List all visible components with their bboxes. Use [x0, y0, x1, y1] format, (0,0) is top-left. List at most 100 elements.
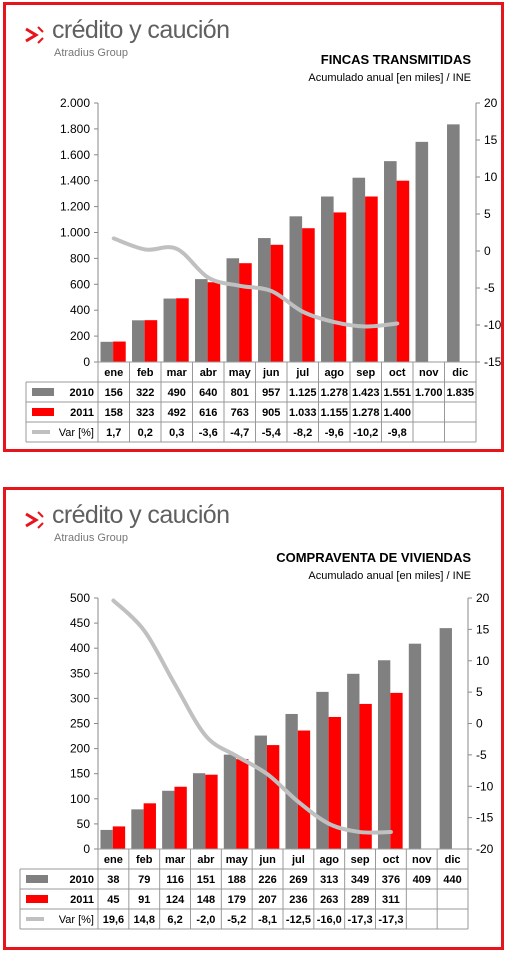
data-label-2011-ene: 45: [107, 894, 119, 906]
legend-swatch-2011: [26, 895, 48, 903]
data-label-Var-feb: 14,8: [134, 914, 155, 926]
data-label-Var-mar: 0,3: [169, 427, 184, 439]
y2-tick-label: 0: [484, 244, 491, 258]
series-line-var: [111, 236, 400, 329]
bar-2011-abr: [207, 282, 221, 362]
bar-2010-abr: [195, 279, 208, 362]
legend-label: 2011: [70, 894, 94, 906]
bar-2010-mar: [163, 298, 177, 362]
bar-2010-mar: [162, 790, 175, 849]
data-label-2010-dic: 1.835: [446, 387, 474, 399]
data-label-Var-sep: -17,3: [348, 914, 373, 926]
line-point-feb: [143, 630, 145, 632]
bar-2010-jun: [258, 238, 271, 362]
legend-label: Var [%]: [59, 914, 94, 926]
y2-tick-label: 10: [484, 170, 498, 184]
data-label-2011-jul: 236: [289, 894, 307, 906]
chart-fincas: 02004006008001.0001.2001.4001.6001.8002.…: [25, 96, 502, 443]
data-label-2010-abr: 151: [197, 874, 215, 886]
line-point-may: [236, 755, 238, 757]
bar-2010-jul: [285, 713, 298, 849]
x-tick-label-may: may: [226, 854, 249, 866]
y-tick-label: 0: [83, 842, 90, 856]
data-label-Var-jun: -8,1: [258, 914, 277, 926]
line-point-ene: [113, 237, 115, 239]
y2-tick-label: -15: [476, 811, 494, 825]
data-label-2011-sep: 1.278: [352, 407, 380, 419]
bar-2011-ago: [328, 716, 341, 849]
line-point-mar: [176, 248, 178, 250]
bar-2011-may: [239, 263, 252, 362]
y2-tick-label: 20: [476, 591, 490, 605]
bar-2010-jul: [289, 216, 303, 362]
y-tick-label: 100: [70, 792, 90, 806]
x-tick-label-mar: mar: [167, 367, 188, 379]
brand-name: crédito y caución: [52, 501, 230, 529]
chart-title: COMPRAVENTA DE VIVIENDAS: [276, 550, 471, 565]
y-tick-label: 200: [70, 742, 90, 756]
x-tick-label-oct: oct: [389, 367, 406, 379]
data-label-2011-jul: 1.033: [289, 407, 317, 419]
line-point-oct: [396, 323, 398, 325]
data-label-2011-sep: 289: [351, 894, 369, 906]
series-line-var: [111, 598, 393, 835]
line-point-jul: [302, 311, 304, 313]
bar-2011-jun: [266, 745, 280, 849]
y-tick-label: 1.400: [60, 174, 90, 188]
bar-2010-feb: [131, 809, 144, 849]
data-label-2010-sep: 349: [351, 874, 369, 886]
data-label-Var-ene: 1,7: [106, 427, 121, 439]
y2-tick-label: 5: [484, 207, 491, 221]
x-tick-label-nov: nov: [419, 367, 439, 379]
data-label-2011-ene: 158: [105, 407, 123, 419]
data-label-2010-ene: 38: [107, 874, 119, 886]
y2-tick-label: -20: [476, 842, 494, 856]
data-label-2010-mar: 490: [168, 387, 186, 399]
brand-group: Atradius Group: [54, 532, 128, 544]
bar-2011-feb: [144, 320, 158, 362]
logo-arrow-icon: [25, 26, 44, 44]
y2-tick-label: 5: [476, 685, 483, 699]
y-tick-label: 1.800: [60, 122, 90, 136]
y-tick-label: 2.000: [60, 96, 90, 110]
data-label-2010-nov: 409: [413, 874, 431, 886]
brand-name: crédito y caución: [52, 16, 230, 44]
bar-2010-oct: [384, 161, 397, 362]
y-tick-label: 1.200: [60, 200, 90, 214]
legend-label: 2011: [70, 407, 94, 419]
bar-2011-ene: [113, 341, 126, 362]
y-tick-label: 350: [70, 666, 90, 680]
bar-2011-mar: [174, 786, 187, 849]
line-point-ene: [112, 600, 114, 602]
logo-arrow-icon: [25, 511, 44, 529]
brand-group: Atradius Group: [54, 47, 128, 59]
legend-swatch-2010: [26, 875, 48, 883]
chart-title: FINCAS TRANSMITIDAS: [320, 52, 471, 67]
x-tick-label-ago: ago: [319, 854, 339, 866]
bar-2010-nov: [408, 643, 422, 849]
legend-swatch-2010: [32, 388, 54, 396]
line-point-jun: [267, 773, 269, 775]
line-point-jun: [270, 290, 272, 292]
line-point-feb: [144, 249, 146, 251]
bar-2011-may: [236, 759, 249, 849]
data-label-Var-ago: -16,0: [317, 914, 342, 926]
data-label-2010-jul: 269: [289, 874, 307, 886]
data-label-Var-may: -4,7: [230, 427, 249, 439]
data-label-2011-may: 179: [228, 894, 246, 906]
bar-2010-sep: [347, 673, 360, 849]
x-tick-label-feb: feb: [137, 367, 154, 379]
data-label-2010-nov: 1.700: [415, 387, 443, 399]
bar-2010-jun: [254, 735, 267, 849]
bar-2011-ago: [333, 212, 347, 362]
x-tick-label-jul: jul: [291, 854, 305, 866]
y2-tick-label: 15: [476, 622, 490, 636]
chart-subtitle: Acumulado anual [en miles] / INE: [308, 72, 471, 84]
y-tick-label: 1.000: [60, 226, 90, 240]
data-label-2011-feb: 91: [138, 894, 150, 906]
x-tick-label-ago: ago: [324, 367, 344, 379]
data-label-2010-abr: 640: [199, 387, 217, 399]
data-label-Var-jul: -8,2: [293, 427, 312, 439]
line-point-abr: [205, 735, 207, 737]
data-label-2010-ago: 313: [320, 874, 338, 886]
